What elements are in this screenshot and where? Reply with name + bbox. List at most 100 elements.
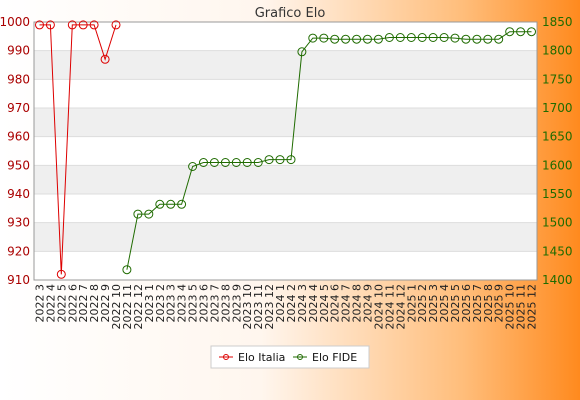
left-tick-label: 950	[7, 158, 30, 172]
grid-band	[34, 165, 537, 194]
plot-bands	[34, 22, 537, 280]
x-tick-label: 2022 3	[33, 284, 46, 323]
elo-fide-point	[155, 199, 165, 209]
right-tick-label: 1550	[542, 187, 573, 201]
elo-fide-point	[319, 33, 329, 43]
x-tick-label: 2022 5	[55, 284, 68, 323]
x-tick-label: 2025 11	[515, 284, 528, 330]
x-tick-label: 2023 8	[219, 284, 232, 323]
elo-fide-point	[264, 155, 274, 165]
x-tick-label: 2025 4	[438, 284, 451, 323]
x-tick-label: 2023 5	[187, 284, 200, 323]
right-tick-label: 1750	[542, 72, 573, 86]
x-tick-label: 2024 2	[285, 284, 298, 323]
elo-fide-point	[417, 33, 427, 42]
x-tick-label: 2023 2	[154, 284, 167, 323]
left-axis-ticks: 910 920 930 940 950 960 970 980 990 1000	[0, 15, 30, 287]
x-tick-label: 2024 9	[362, 284, 375, 323]
right-tick-label: 1850	[542, 15, 573, 29]
grid-band	[34, 50, 537, 80]
x-tick-label: 2024 12	[394, 284, 407, 330]
elo-fide-line	[126, 31, 532, 270]
x-tick-label: 2024 11	[383, 284, 396, 330]
x-tick-label: 2024 5	[318, 284, 331, 323]
x-tick-label: 2023 9	[230, 284, 243, 323]
x-tick-label: 2025 6	[460, 284, 473, 323]
plot-border	[33, 21, 538, 281]
x-tick-label: 2024 1	[274, 284, 287, 323]
elo-fide-point	[177, 199, 187, 209]
elo-fide-point	[384, 33, 394, 42]
right-tick-label: 1400	[542, 273, 573, 287]
elo-fide-point	[527, 27, 536, 37]
elo-fide-point	[231, 158, 241, 167]
elo-fide-point	[406, 33, 416, 42]
elo-fide-point	[363, 34, 372, 44]
x-tick-label: 2022 6	[66, 284, 79, 323]
elo-italia-point	[35, 20, 44, 30]
left-tick-label: 960	[7, 130, 30, 144]
elo-fide-point	[472, 34, 482, 44]
elo-fide-point	[122, 265, 132, 275]
x-tick-label: 2023 11	[252, 284, 265, 330]
x-tick-label: 2023 4	[176, 284, 189, 323]
x-tick-label: 2024 10	[372, 284, 385, 330]
chart-title: Grafico Elo	[255, 6, 326, 21]
grid-band	[34, 108, 537, 137]
x-tick-label: 2024 7	[340, 284, 353, 323]
x-tick-label: 2022 10	[110, 284, 123, 330]
legend-label: Elo Italia	[238, 351, 285, 364]
elo-italia-point	[67, 20, 77, 30]
left-tick-label: 910	[7, 273, 30, 287]
elo-fide-point	[373, 34, 383, 44]
x-tick-label: 2024 4	[307, 284, 320, 323]
x-tick-label: 2025 2	[416, 284, 429, 323]
elo-fide-point	[275, 155, 285, 165]
left-tick-label: 970	[7, 101, 30, 115]
elo-italia-point	[111, 20, 121, 30]
x-tick-label: 2022 4	[44, 284, 57, 323]
x-tick-label: 2024 3	[296, 284, 309, 323]
x-tick-label: 2024 6	[329, 284, 342, 323]
elo-fide-point	[297, 47, 307, 57]
x-tick-label: 2022 12	[132, 284, 145, 330]
x-tick-label: 2025 10	[504, 284, 517, 330]
x-tick-label: 2025 12	[526, 284, 539, 330]
left-tick-label: 990	[7, 44, 30, 58]
x-tick-label: 2025 3	[427, 284, 440, 323]
x-tick-label: 2022 9	[99, 284, 112, 323]
x-tick-label: 2024 8	[351, 284, 364, 323]
right-axis-ticks: 1400 1450 1500 1550 1600 1650 1700 1750 1800 1850	[542, 15, 573, 287]
elo-italia-point	[100, 54, 110, 64]
elo-italia-point	[45, 20, 55, 30]
elo-fide-point	[395, 33, 405, 42]
right-tick-label: 1800	[542, 44, 573, 58]
elo-fide-point	[341, 34, 351, 44]
x-tick-label: 2023 10	[241, 284, 254, 330]
elo-fide-point	[494, 34, 504, 44]
elo-fide-point	[220, 158, 230, 167]
left-tick-label: 940	[7, 187, 30, 201]
right-tick-label: 1500	[542, 216, 573, 230]
elo-fide-point	[428, 33, 438, 42]
elo-fide-point	[461, 34, 471, 44]
elo-fide-point	[352, 34, 362, 44]
elo-fide-point	[166, 199, 176, 209]
left-tick-label: 920	[7, 244, 30, 258]
grid-band	[34, 222, 537, 252]
legend: Elo Italia Elo FIDE	[210, 345, 370, 369]
legend-label: Elo FIDE	[312, 351, 357, 364]
elo-italia-point	[89, 20, 99, 30]
elo-fide-point	[242, 158, 252, 167]
x-tick-label: 2023 12	[263, 284, 276, 330]
elo-italia-point	[78, 20, 88, 30]
x-tick-label: 2022 8	[88, 284, 101, 323]
left-tick-label: 980	[7, 72, 30, 86]
elo-fide-point	[516, 27, 526, 37]
elo-fide-point	[308, 33, 318, 43]
elo-fide-point	[330, 34, 340, 44]
elo-fide-point	[209, 158, 219, 167]
right-tick-label: 1450	[542, 244, 573, 258]
